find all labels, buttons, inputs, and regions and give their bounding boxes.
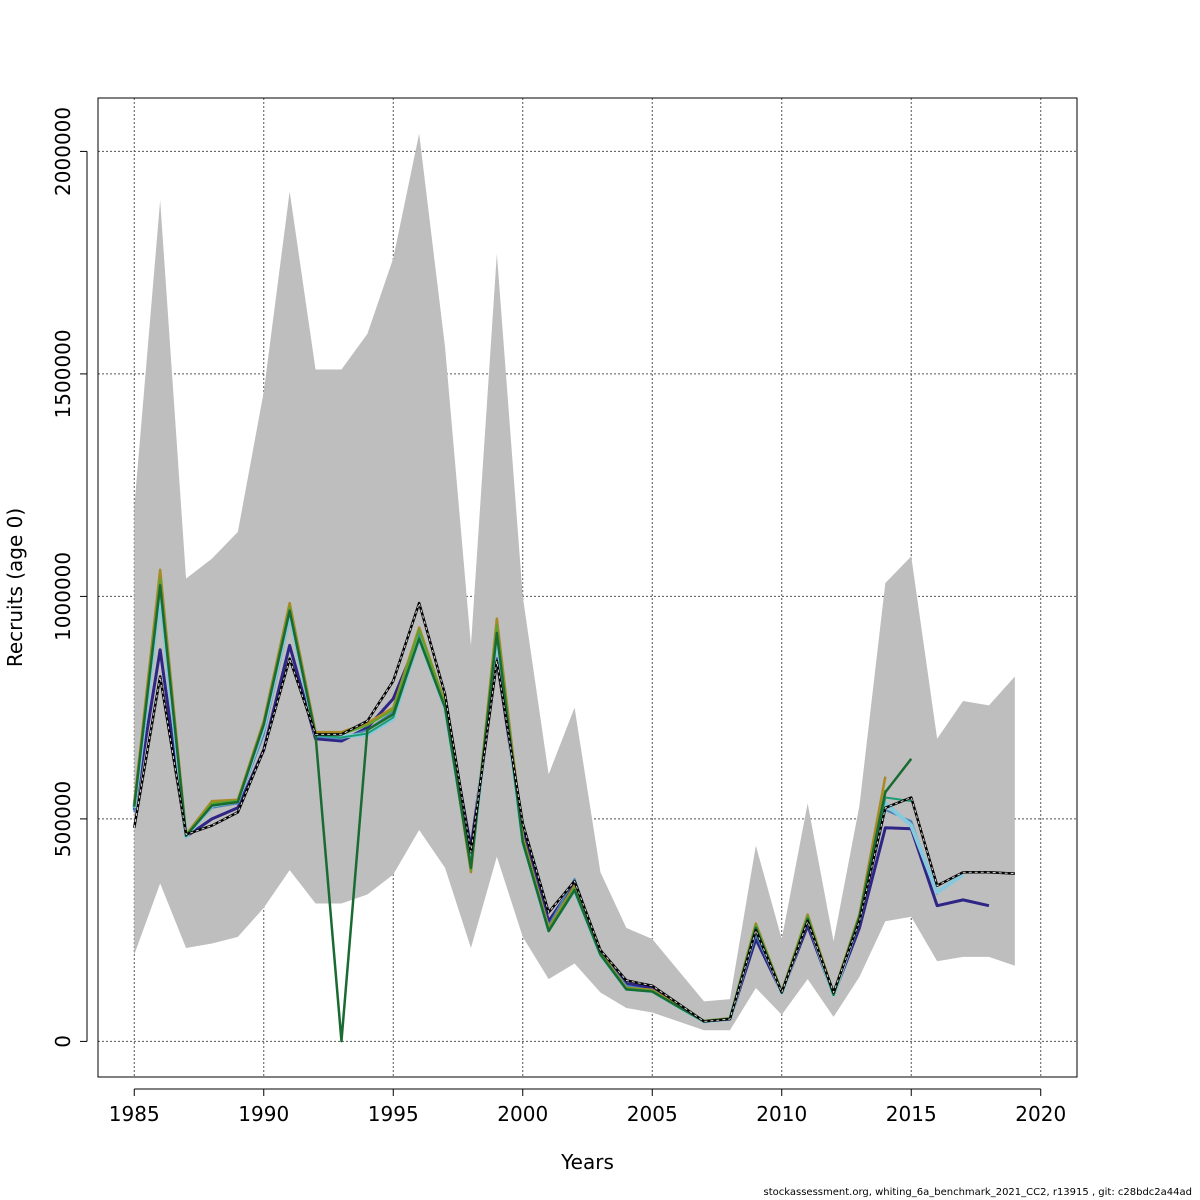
- x-tick-label: 2000: [497, 1102, 548, 1126]
- x-tick-label: 1995: [368, 1102, 419, 1126]
- plot-frame: [97, 97, 1078, 1078]
- y-axis: 0 500000 1000000 1500000 2000000: [51, 107, 88, 1048]
- y-tick-label: 2000000: [51, 107, 75, 196]
- x-axis-title: Years: [560, 1150, 614, 1174]
- y-tick-label: 1500000: [51, 329, 75, 418]
- series-layer: [132, 568, 1015, 1043]
- y-tick-label: 500000: [51, 781, 75, 857]
- y-tick-label: 0: [51, 1035, 75, 1048]
- confidence-band: [134, 133, 1015, 1031]
- x-axis: 1985 1990 1995 2000 2005 2010 2015 2020: [109, 1088, 1066, 1126]
- series-line-9: [133, 602, 1015, 1022]
- y-tick-label: 1000000: [51, 552, 75, 641]
- x-tick-label: 1990: [238, 1102, 289, 1126]
- x-tick-label: 1985: [109, 1102, 160, 1126]
- x-tick-label: 2010: [756, 1102, 807, 1126]
- footer-credit: stockassessment.org, whiting_6a_benchmar…: [763, 1187, 1192, 1198]
- x-tick-label: 2015: [886, 1102, 937, 1126]
- x-tick-label: 2005: [627, 1102, 678, 1126]
- confidence-band-layer: [134, 133, 1015, 1031]
- y-axis-title: Recruits (age 0): [3, 508, 27, 667]
- x-tick-label: 2020: [1015, 1102, 1066, 1126]
